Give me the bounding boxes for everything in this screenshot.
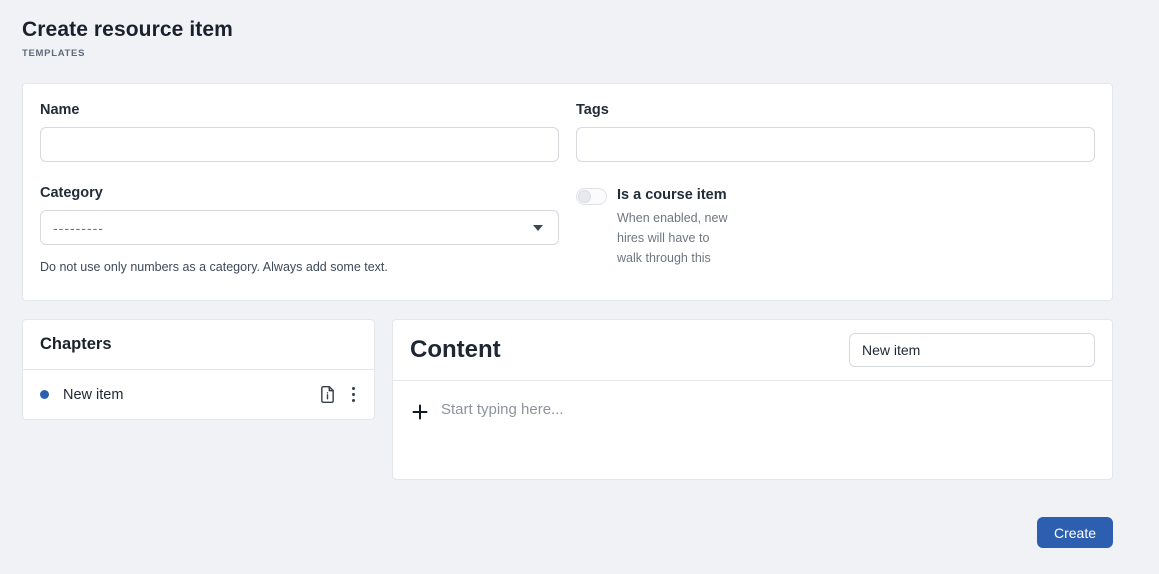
divider	[393, 380, 1112, 381]
breadcrumb-templates: TEMPLATES	[22, 48, 86, 59]
tags-field-group: Tags	[576, 102, 1095, 162]
course-item-toggle[interactable]	[576, 188, 607, 205]
name-input[interactable]	[40, 127, 559, 162]
editor-input[interactable]	[441, 401, 1095, 418]
kebab-menu-icon[interactable]	[348, 385, 359, 404]
chevron-down-icon	[533, 224, 543, 231]
category-label: Category	[40, 185, 103, 201]
divider	[23, 369, 374, 370]
chapters-title: Chapters	[40, 335, 112, 353]
page-title: Create resource item	[22, 18, 233, 41]
page-header: Create resource item TEMPLATES	[22, 18, 1113, 59]
course-toggle-text: Is a course item When enabled, new hires…	[617, 187, 735, 268]
tags-input[interactable]	[576, 127, 1095, 162]
document-info-icon[interactable]	[317, 383, 338, 406]
content-editor[interactable]	[393, 381, 1112, 479]
form-grid: Name Tags Category --------- Do not use …	[40, 102, 1095, 274]
course-toggle-description: When enabled, new hires will have to wal…	[617, 211, 728, 265]
course-toggle-row: Is a course item When enabled, new hires…	[576, 185, 1095, 268]
chapters-card: Chapters New item	[22, 319, 375, 420]
content-card: Content	[392, 319, 1113, 480]
resource-form-card: Name Tags Category --------- Do not use …	[22, 83, 1113, 301]
chapters-header: Chapters	[23, 320, 374, 369]
chapter-bullet-icon	[40, 390, 49, 399]
chapter-row-actions	[317, 383, 359, 406]
chapter-list-item[interactable]: New item	[23, 370, 374, 419]
course-toggle-group: Is a course item When enabled, new hires…	[576, 185, 1095, 274]
content-title: Content	[410, 336, 501, 363]
category-field-group: Category --------- Do not use only numbe…	[40, 185, 559, 274]
category-selected-value: ---------	[53, 219, 104, 236]
toggle-knob	[578, 190, 591, 203]
bottom-row: Chapters New item	[22, 319, 1113, 480]
category-help-text: Do not use only numbers as a category. A…	[40, 260, 388, 274]
content-header: Content	[393, 320, 1112, 380]
course-toggle-label: Is a course item	[617, 187, 727, 203]
create-button[interactable]: Create	[1036, 517, 1113, 548]
category-select[interactable]: ---------	[40, 210, 559, 245]
name-field-group: Name	[40, 102, 559, 162]
name-label: Name	[40, 102, 80, 118]
chapter-name-input[interactable]	[849, 333, 1095, 367]
chapter-label: New item	[63, 386, 124, 403]
tags-label: Tags	[576, 102, 609, 118]
add-block-icon[interactable]	[410, 402, 430, 422]
page-footer: Create	[22, 517, 1113, 548]
